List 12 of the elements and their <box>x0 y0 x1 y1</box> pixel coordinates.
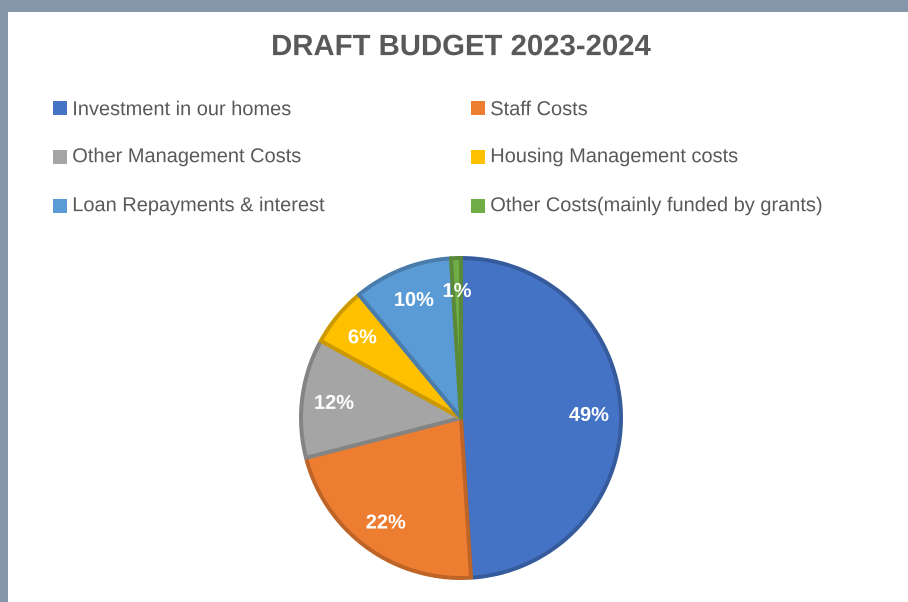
legend-label: Loan Repayments & interest <box>74 196 324 216</box>
data-label: 49% <box>569 406 608 422</box>
legend-label: Staff Costs <box>491 100 587 116</box>
legend-label: Other Management Costs <box>73 148 300 166</box>
chart-title: DRAFT BUDGET 2023-2024 <box>273 34 651 56</box>
data-label: 10% <box>395 292 434 306</box>
legend-label: Investment in our homes <box>74 100 290 116</box>
legend-label: Housing Management costs <box>492 148 738 166</box>
data-label: 12% <box>315 394 354 409</box>
data-label: 6% <box>348 329 376 344</box>
legend-label: Other Costs(mainly funded by grants) <box>491 196 822 216</box>
data-label: 22% <box>366 514 406 529</box>
